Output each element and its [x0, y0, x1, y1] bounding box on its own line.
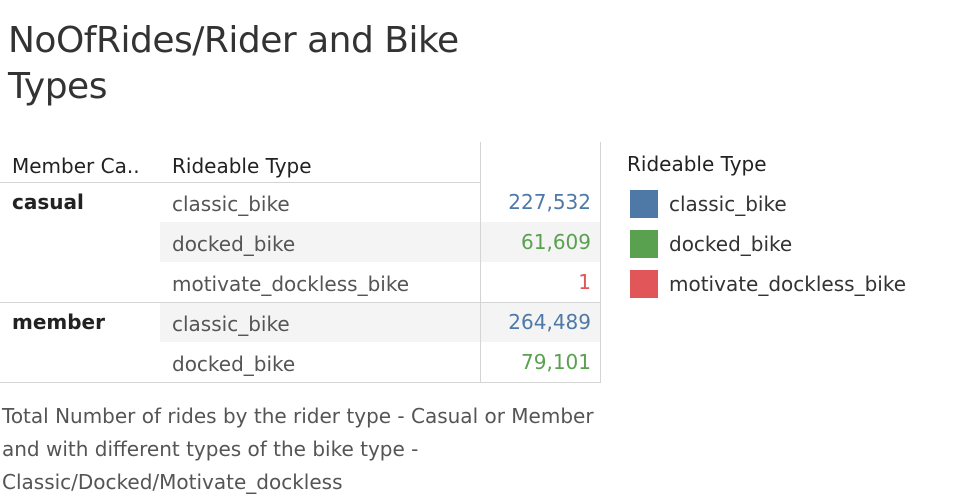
legend-swatch — [630, 190, 658, 218]
row-header-casual[interactable]: casual — [12, 190, 84, 214]
legend: Rideable Type classic_bike docked_bike m… — [627, 150, 947, 304]
rideable-type-cell[interactable]: motivate_dockless_bike — [172, 272, 409, 296]
rideable-type-cell[interactable]: classic_bike — [172, 192, 290, 216]
chart-caption: Total Number of rides by the rider type … — [2, 404, 594, 494]
rideable-type-cell[interactable]: docked_bike — [172, 352, 296, 376]
legend-item-motivate-dockless-bike[interactable]: motivate_dockless_bike — [627, 264, 947, 304]
legend-title: Rideable Type — [627, 152, 767, 176]
row-band — [160, 222, 601, 262]
table-right-border — [600, 142, 601, 383]
header-rideable-type[interactable]: Rideable Type — [172, 154, 312, 178]
ride-count-value[interactable]: 264,489 — [508, 310, 591, 334]
value-column-divider — [480, 142, 481, 383]
legend-swatch — [630, 270, 658, 298]
legend-label: motivate_dockless_bike — [669, 272, 906, 296]
legend-label: docked_bike — [669, 232, 793, 256]
header-divider — [0, 182, 480, 183]
crosstab-table: Member Ca.. Rideable Type casual classic_… — [0, 142, 601, 384]
row-band — [160, 302, 601, 342]
ride-count-value[interactable]: 1 — [578, 270, 591, 294]
table-bottom-border — [0, 382, 601, 383]
rideable-type-cell[interactable]: classic_bike — [172, 312, 290, 336]
legend-label: classic_bike — [669, 192, 787, 216]
ride-count-value[interactable]: 61,609 — [521, 230, 591, 254]
legend-item-classic-bike[interactable]: classic_bike — [627, 184, 947, 224]
rideable-type-cell[interactable]: docked_bike — [172, 232, 296, 256]
group-divider — [0, 302, 601, 303]
row-header-member[interactable]: member — [12, 310, 105, 334]
header-member-category[interactable]: Member Ca.. — [12, 154, 140, 178]
chart-title: NoOfRides/Rider and Bike Types — [8, 20, 459, 107]
legend-swatch — [630, 230, 658, 258]
ride-count-value[interactable]: 79,101 — [521, 350, 591, 374]
legend-item-docked-bike[interactable]: docked_bike — [627, 224, 947, 264]
ride-count-value[interactable]: 227,532 — [508, 190, 591, 214]
